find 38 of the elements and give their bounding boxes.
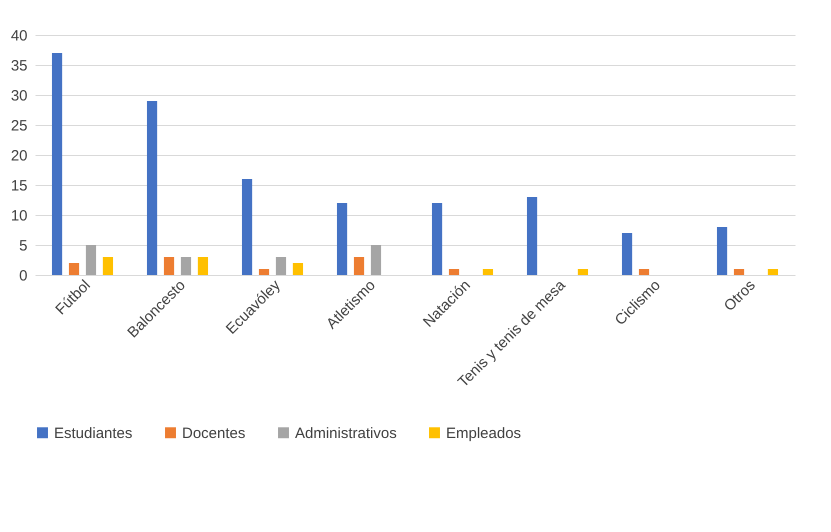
y-tick-label: 25 — [10, 118, 28, 134]
bar — [716, 227, 728, 275]
bar — [242, 179, 252, 275]
bar — [146, 101, 158, 275]
bar — [638, 269, 650, 275]
bar — [734, 269, 744, 275]
bar — [432, 203, 442, 275]
y-tick-label: 10 — [10, 208, 28, 224]
bar — [86, 245, 96, 275]
bar — [180, 257, 192, 275]
bar — [482, 269, 494, 275]
y-tick-label: 30 — [10, 88, 28, 104]
bar — [622, 233, 632, 275]
legend-label: Empleados — [446, 424, 522, 442]
y-tick-label: 5 — [19, 238, 28, 254]
bar — [164, 257, 174, 275]
legend-label: Estudiantes — [54, 424, 132, 442]
bar — [526, 197, 538, 275]
legend-label: Docentes — [182, 424, 246, 442]
y-tick-label: 40 — [10, 28, 28, 44]
y-tick-label: 15 — [10, 178, 28, 194]
bar — [52, 53, 62, 275]
bar — [578, 269, 588, 275]
bar — [448, 269, 460, 275]
y-tick-label: 20 — [10, 148, 28, 164]
y-tick-label: 0 — [19, 268, 28, 284]
legend-label: Administrativos — [295, 424, 397, 442]
bar — [276, 257, 286, 275]
bar — [354, 257, 364, 275]
bar — [68, 263, 80, 275]
bar — [768, 269, 778, 275]
bar — [102, 257, 114, 275]
y-tick-label: 35 — [10, 58, 28, 74]
bar — [258, 269, 270, 275]
bar — [198, 257, 208, 275]
bar — [292, 263, 304, 275]
bar — [336, 203, 348, 275]
bar — [370, 245, 382, 275]
